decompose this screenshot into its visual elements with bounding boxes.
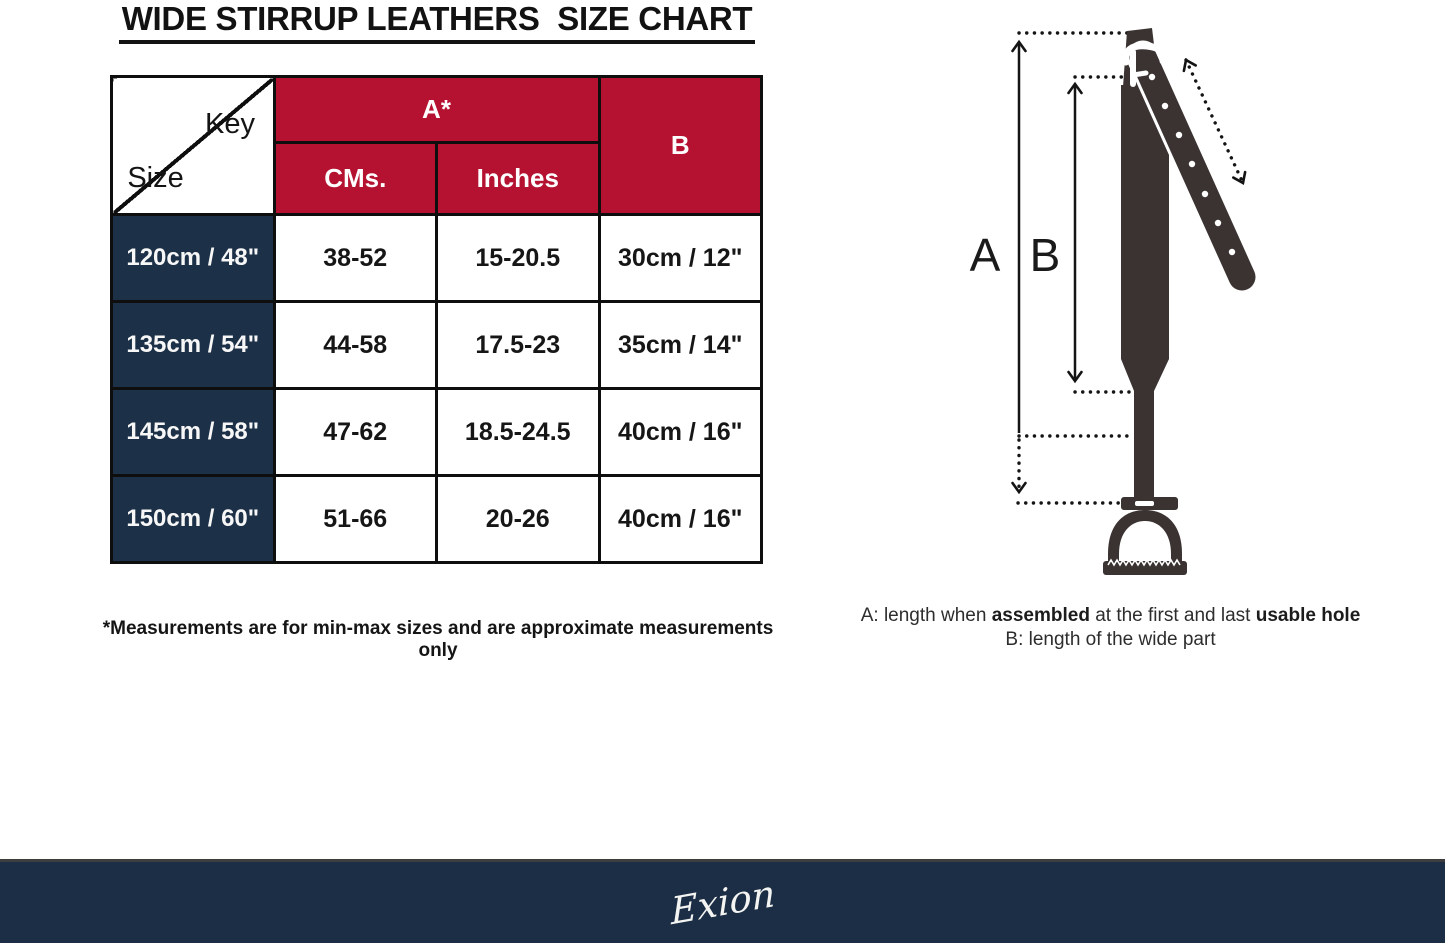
cell-cms: 51-66 [272, 474, 438, 564]
dimension-label-b: B [1030, 229, 1061, 281]
brand-logo: Exion [669, 871, 776, 934]
cell-b: 30cm / 12" [597, 213, 763, 303]
cell-inches: 20-26 [435, 474, 601, 564]
cell-b: 35cm / 14" [597, 300, 763, 390]
cell-inches: 17.5-23 [435, 300, 601, 390]
strap-wide-body [1121, 85, 1169, 391]
caption-a-bold-usable-hole: usable hole [1255, 605, 1361, 626]
page-title: WIDE STIRRUP LEATHERS SIZE CHART [118, 0, 756, 44]
buckle-icon [1122, 42, 1167, 87]
diagram-caption: A: length when assembled at the first an… [853, 604, 1368, 652]
cell-cms: 47-62 [272, 387, 438, 477]
caption-a-text: A: length when [860, 605, 992, 626]
header-row-sub: CMs. Inches [112, 141, 762, 216]
caption-a-bold-assembled: assembled [991, 605, 1090, 626]
corner-size-label: Size [127, 162, 184, 195]
table-row: 135cm / 54" 44-58 17.5-23 35cm / 14" [110, 300, 763, 390]
corner-header-cell: Key Size [110, 75, 276, 216]
cell-b: 40cm / 16" [597, 387, 763, 477]
cell-inches: 18.5-24.5 [435, 387, 601, 477]
cell-b: 40cm / 16" [597, 474, 763, 564]
header-inches: Inches [435, 141, 601, 216]
buckle-strap-arrow [1182, 57, 1247, 186]
measurements-footnote: *Measurements are for min-max sizes and … [102, 618, 774, 661]
stirrup-leather-diagram: A B [970, 28, 1259, 575]
row-size-label: 145cm / 58" [110, 387, 276, 477]
header-cms: CMs. [272, 141, 438, 216]
footer-divider [0, 859, 1445, 862]
row-size-label: 120cm / 48" [110, 213, 276, 303]
footer-bar: Exion [0, 862, 1445, 943]
stirrup-iron [1103, 497, 1187, 575]
table-row: 150cm / 60" 51-66 20-26 40cm / 16" [110, 474, 763, 564]
table-row: 120cm / 48" 38-52 15-20.5 30cm / 12" [110, 213, 763, 303]
header-col-b: B [597, 75, 763, 216]
row-size-label: 135cm / 54" [110, 300, 276, 390]
size-chart-table: Key Size A* B CMs. Inches 120cm / 48" 38… [110, 75, 763, 564]
cell-cms: 44-58 [272, 300, 438, 390]
strap-narrow-body [1134, 389, 1154, 503]
row-size-label: 150cm / 60" [110, 474, 276, 564]
caption-a: A: length when assembled at the first an… [853, 604, 1368, 628]
cell-cms: 38-52 [272, 213, 438, 303]
corner-key-label: Key [204, 107, 255, 140]
dimension-label-a: A [970, 229, 1001, 281]
table-row: 145cm / 58" 47-62 18.5-24.5 40cm / 16" [110, 387, 763, 477]
title-wrap: WIDE STIRRUP LEATHERS SIZE CHART [108, 0, 766, 44]
header-row-top: Key Size A* B [110, 75, 763, 216]
caption-b: B: length of the wide part [1005, 629, 1216, 650]
buckle-strap-holes [1148, 73, 1236, 256]
cell-inches: 15-20.5 [435, 213, 601, 303]
header-group-a: A* [272, 75, 601, 144]
caption-a-text: at the first and last [1089, 605, 1256, 626]
